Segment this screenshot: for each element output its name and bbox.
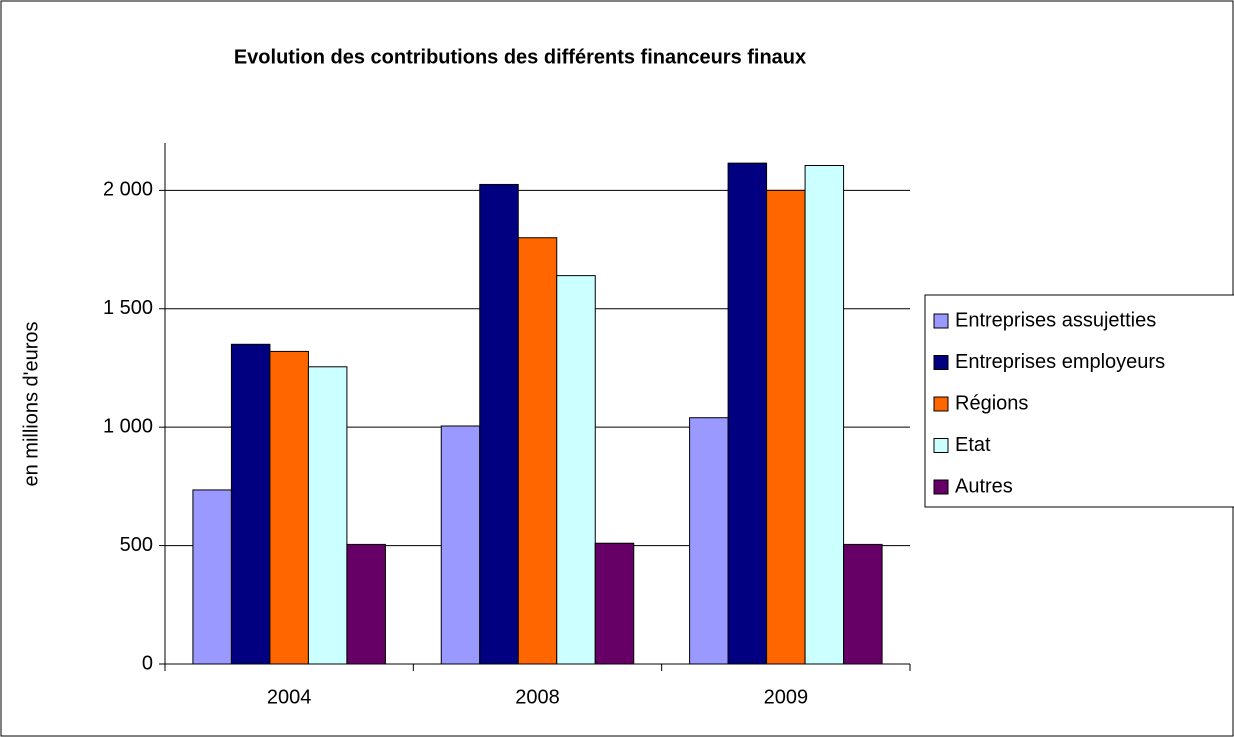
y-axis-label: en millions d'euros (20, 321, 42, 486)
legend (924, 294, 1234, 508)
bar (269, 350, 309, 665)
legend-label: Etat (955, 434, 991, 456)
bar (517, 237, 558, 665)
legend-label: Régions (955, 392, 1028, 414)
legend-swatch (933, 313, 949, 329)
x-tick-label: 2008 (515, 686, 560, 708)
bar (192, 489, 232, 665)
y-tick-label: 1 500 (103, 297, 153, 319)
bar (804, 164, 845, 665)
bar (556, 275, 596, 665)
legend-swatch (933, 438, 949, 453)
bar (307, 366, 348, 665)
bar (843, 543, 883, 665)
legend-label: Autres (955, 475, 1013, 497)
legend-label: Entreprises employeurs (955, 351, 1165, 373)
y-tick-label: 500 (120, 534, 153, 556)
bar (479, 183, 519, 665)
bar (346, 543, 386, 665)
legend-swatch (933, 355, 949, 370)
y-tick-label: 1 000 (103, 415, 153, 437)
bar (727, 162, 768, 665)
bar (594, 542, 635, 665)
bar (440, 425, 481, 665)
chart-title: Evolution des contributions des différen… (234, 46, 806, 68)
legend-label: Entreprises assujetties (955, 309, 1156, 331)
bar (689, 417, 729, 665)
bar (766, 189, 806, 665)
y-tick-label: 0 (142, 652, 153, 674)
bar (230, 343, 271, 665)
x-tick-label: 2004 (267, 686, 312, 708)
legend-swatch (933, 396, 949, 412)
x-tick-label: 2009 (764, 686, 809, 708)
legend-swatch (933, 479, 949, 495)
y-tick-label: 2 000 (103, 179, 153, 201)
